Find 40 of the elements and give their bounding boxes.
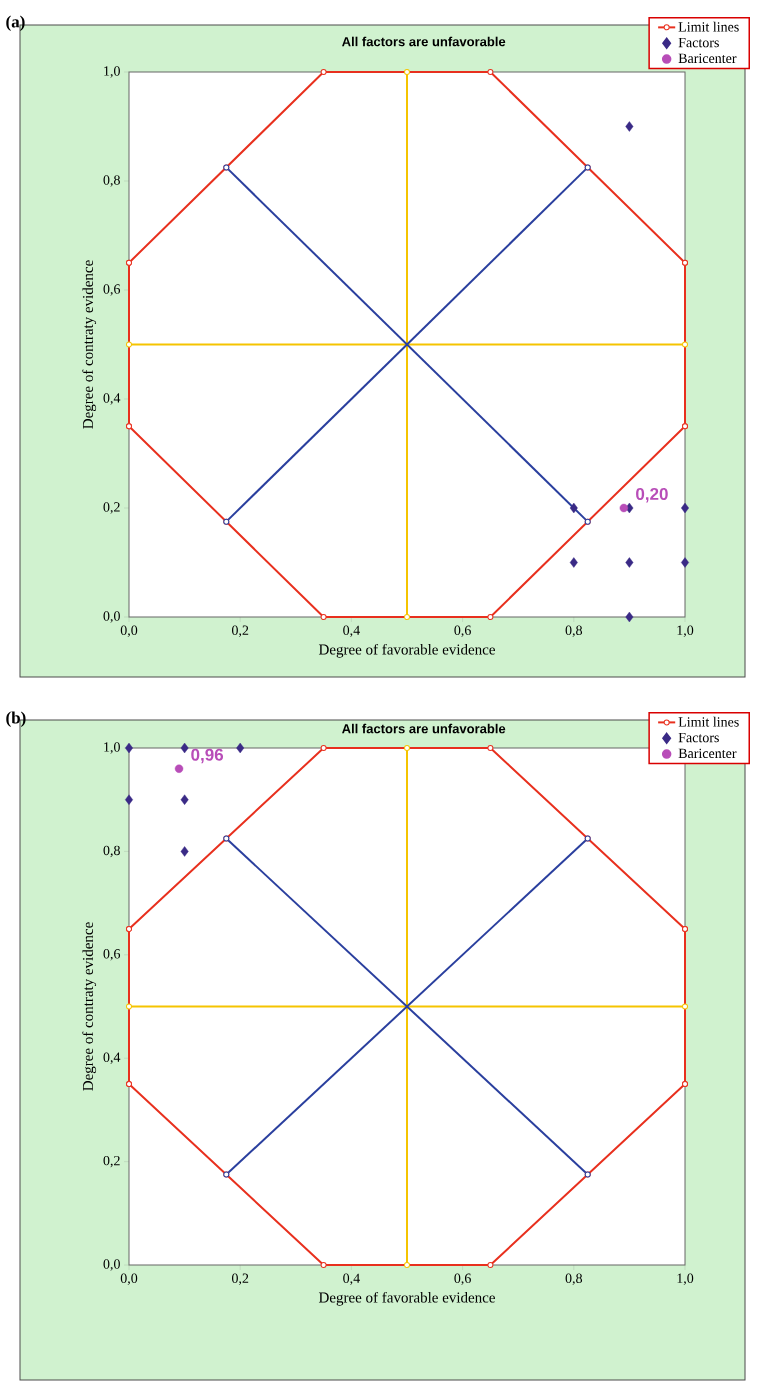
x-tick-label: 0,0: [120, 1273, 138, 1286]
annotation: 0,96: [191, 748, 224, 764]
y-tick-label: 0,8: [103, 845, 120, 858]
x-axis-title: Degree of favorable evidence: [318, 643, 495, 658]
y-tick-label: 0,4: [103, 1052, 121, 1064]
x-tick-label: 1,0: [677, 625, 694, 637]
x-tick-label: 0,6: [454, 625, 471, 637]
chart-title: All factors are unfavorable: [342, 723, 506, 734]
y-tick-label: 1,0: [104, 742, 120, 754]
x-tick-label: 0,4: [343, 1273, 360, 1286]
x-axis-title: Degree of favorable evidence: [318, 1291, 495, 1306]
legend-label: Limit lines: [678, 716, 739, 727]
y-tick-label: 0,8: [103, 175, 120, 187]
y-axis-title: Degree of contraty evidence: [82, 260, 97, 429]
y-tick-label: 0,6: [103, 949, 121, 961]
annotation: 0,20: [636, 487, 668, 503]
legend-label: Limit lines: [678, 21, 739, 32]
x-tick-label: 0,0: [120, 625, 138, 637]
x-tick-label: 1,0: [677, 1273, 694, 1286]
x-tick-label: 0,2: [231, 1273, 249, 1286]
x-tick-label: 0,6: [454, 1273, 471, 1286]
y-tick-label: 1,0: [104, 66, 120, 78]
chart-title: All factors are unfavorable: [342, 36, 506, 47]
y-tick-label: 0,6: [103, 284, 121, 296]
y-axis-title: Degree of contraty evidence: [82, 922, 97, 1091]
y-tick-label: 0,2: [103, 502, 120, 514]
y-tick-label: 0,4: [103, 393, 121, 405]
legend-label: Baricenter: [678, 748, 737, 759]
legend-label: Baricenter: [678, 53, 737, 64]
x-tick-label: 0,8: [565, 1273, 583, 1286]
x-tick-label: 0,4: [343, 625, 360, 637]
x-tick-label: 0,8: [565, 625, 583, 637]
x-tick-label: 0,2: [231, 625, 249, 637]
legend-label: Factors: [678, 732, 719, 743]
text: (a): [6, 15, 25, 31]
text: (b): [6, 711, 26, 727]
y-tick-label: 0,0: [103, 611, 120, 623]
legend-label: Factors: [678, 37, 719, 48]
y-tick-label: 0,0: [103, 1259, 120, 1271]
y-tick-label: 0,2: [103, 1155, 120, 1168]
